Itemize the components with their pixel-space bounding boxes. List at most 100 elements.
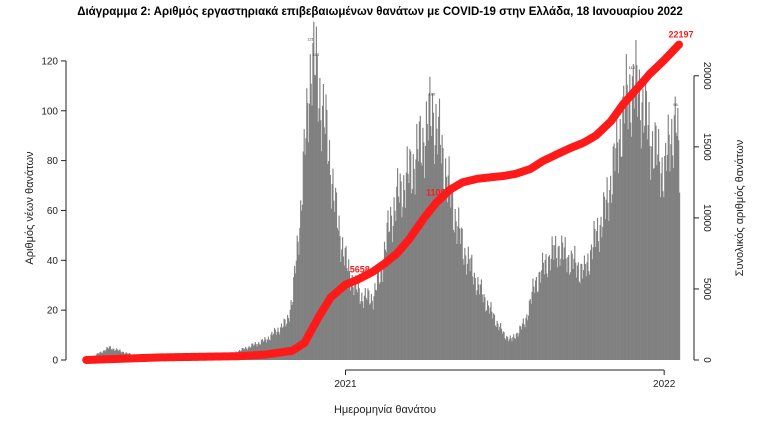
daily-bar bbox=[386, 222, 388, 360]
daily-bar bbox=[335, 192, 338, 360]
daily-bar bbox=[498, 330, 500, 360]
daily-bar bbox=[107, 347, 109, 360]
daily-bar bbox=[566, 272, 568, 360]
daily-bar bbox=[475, 295, 477, 360]
bars-group bbox=[86, 21, 681, 361]
daily-bar bbox=[451, 185, 453, 360]
daily-bar bbox=[295, 260, 297, 360]
daily-bar bbox=[619, 118, 621, 360]
daily-bar bbox=[410, 151, 412, 360]
daily-bar bbox=[328, 140, 331, 360]
daily-bar bbox=[361, 292, 363, 360]
daily-bar bbox=[458, 207, 460, 360]
bar-value-label: 121 bbox=[307, 36, 314, 41]
daily-bar bbox=[416, 123, 418, 360]
daily-bar bbox=[415, 159, 417, 360]
daily-bar bbox=[377, 269, 379, 360]
daily-bar bbox=[646, 139, 648, 360]
daily-bar bbox=[383, 264, 385, 360]
daily-bar bbox=[103, 350, 105, 360]
daily-bar bbox=[642, 88, 644, 360]
daily-bar bbox=[570, 250, 572, 360]
daily-bar bbox=[595, 246, 597, 360]
cumulative-line bbox=[82, 40, 684, 364]
daily-bar bbox=[551, 236, 553, 360]
y-right-tick-label: 15000 bbox=[701, 133, 712, 161]
daily-bar bbox=[349, 270, 351, 360]
daily-bar bbox=[669, 171, 671, 360]
daily-bar bbox=[658, 128, 660, 360]
daily-bar bbox=[406, 146, 408, 360]
daily-bar bbox=[328, 161, 330, 360]
daily-bar bbox=[548, 256, 550, 360]
daily-bar bbox=[624, 123, 626, 361]
daily-bar bbox=[105, 349, 107, 360]
daily-bar bbox=[473, 272, 475, 360]
daily-bar bbox=[401, 217, 403, 360]
daily-bar bbox=[116, 349, 118, 360]
daily-bar bbox=[459, 228, 461, 360]
daily-bar bbox=[397, 196, 400, 360]
daily-bar bbox=[380, 266, 382, 360]
daily-bar bbox=[283, 318, 285, 360]
daily-bar bbox=[605, 199, 607, 360]
y-right-tick-label: 0 bbox=[701, 357, 712, 363]
daily-bar bbox=[382, 281, 384, 360]
daily-bar bbox=[106, 347, 108, 360]
daily-bar bbox=[618, 139, 620, 360]
y-left-tick-label: 20 bbox=[47, 306, 59, 317]
daily-bar bbox=[468, 259, 470, 360]
daily-bar bbox=[420, 162, 422, 360]
daily-bar bbox=[621, 156, 623, 360]
daily-bar bbox=[638, 69, 641, 360]
daily-bar bbox=[390, 215, 393, 360]
daily-bar bbox=[477, 276, 479, 360]
daily-bar bbox=[426, 123, 428, 360]
daily-bar bbox=[521, 323, 524, 360]
daily-bar bbox=[430, 126, 432, 360]
daily-bar bbox=[384, 249, 386, 360]
daily-bar bbox=[332, 168, 334, 360]
bar-value-label: 96 bbox=[673, 102, 678, 107]
daily-bar bbox=[334, 211, 336, 360]
daily-bar bbox=[296, 235, 298, 360]
daily-bar bbox=[418, 121, 420, 360]
daily-bar bbox=[597, 241, 599, 360]
daily-bar bbox=[576, 277, 578, 360]
daily-bar bbox=[586, 262, 588, 360]
daily-bar bbox=[409, 149, 411, 360]
daily-bar bbox=[294, 266, 296, 360]
daily-bar bbox=[528, 300, 530, 360]
daily-bar bbox=[112, 348, 114, 360]
y-right-tick-label: 10000 bbox=[701, 204, 712, 232]
daily-bar bbox=[491, 311, 493, 360]
daily-bar bbox=[429, 76, 431, 360]
daily-bar bbox=[571, 253, 573, 360]
daily-bar bbox=[395, 221, 397, 360]
daily-bar bbox=[391, 242, 393, 360]
daily-bar bbox=[301, 204, 304, 360]
daily-bar bbox=[466, 263, 469, 360]
daily-bar bbox=[490, 302, 492, 360]
daily-bar bbox=[285, 326, 287, 360]
daily-bar bbox=[297, 241, 299, 360]
daily-bar bbox=[668, 134, 670, 360]
daily-bar bbox=[493, 314, 496, 360]
daily-bar bbox=[414, 194, 416, 360]
daily-bar bbox=[109, 346, 111, 360]
daily-bar bbox=[534, 292, 536, 360]
daily-bar bbox=[533, 286, 535, 360]
daily-bar bbox=[108, 346, 111, 360]
daily-bar bbox=[108, 348, 110, 360]
daily-bar bbox=[381, 270, 383, 360]
daily-bar bbox=[277, 327, 279, 360]
daily-bar bbox=[495, 326, 497, 360]
daily-bar bbox=[599, 225, 601, 360]
daily-bar bbox=[562, 259, 565, 360]
daily-bar bbox=[620, 156, 622, 360]
daily-bar bbox=[534, 280, 537, 360]
daily-bar bbox=[428, 93, 430, 361]
daily-bar bbox=[431, 135, 433, 360]
